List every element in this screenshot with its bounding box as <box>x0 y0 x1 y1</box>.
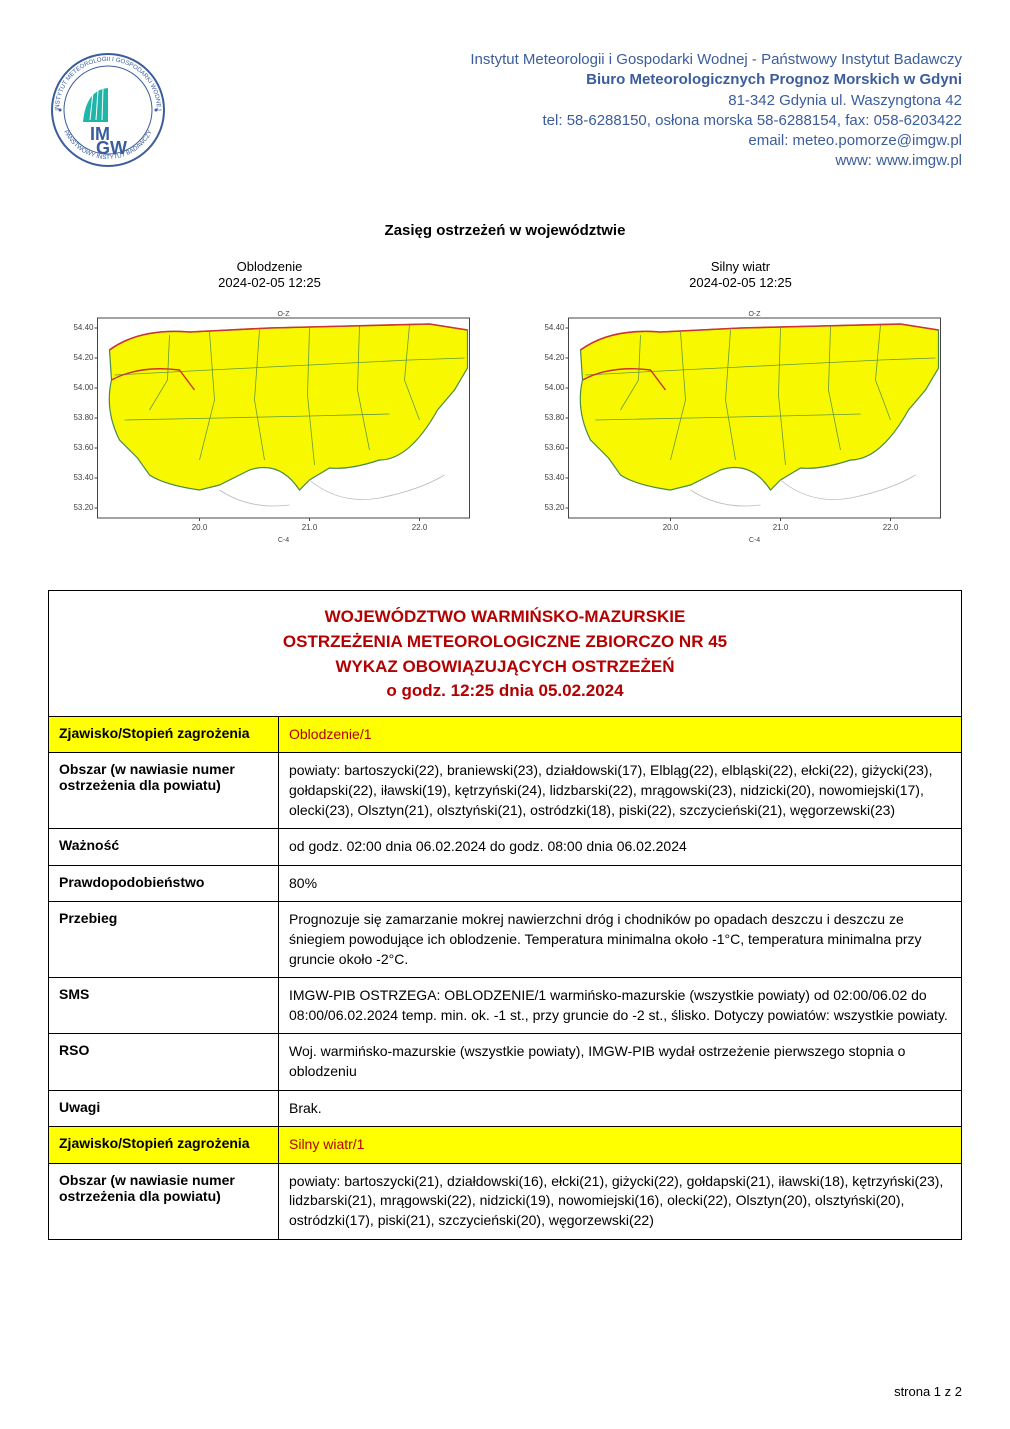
svg-text:22.0: 22.0 <box>883 523 899 532</box>
svg-text:O-Z: O-Z <box>748 311 761 318</box>
warn-title-3: WYKAZ OBOWIĄZUJĄCYCH OSTRZEŻEŃ <box>57 655 953 680</box>
cell-value: Oblodzenie/1 <box>279 717 961 753</box>
cell-label: Zjawisko/Stopień zagrożenia <box>49 717 279 753</box>
warning-title: WOJEWÓDZTWO WARMIŃSKO-MAZURSKIE OSTRZEŻE… <box>49 591 961 717</box>
svg-text:54.00: 54.00 <box>544 383 565 392</box>
row-rso: RSO Woj. warmińsko-mazurskie (wszystkie … <box>49 1034 961 1090</box>
svg-text:O-Z: O-Z <box>277 311 290 318</box>
svg-text:22.0: 22.0 <box>412 523 428 532</box>
header-line5: email: meteo.pomorze@imgw.pl <box>470 131 962 151</box>
row-zjawisko-1: Zjawisko/Stopień zagrożenia Oblodzenie/1 <box>49 717 961 754</box>
map-left-time: 2024-02-05 12:25 <box>48 275 491 292</box>
maps-row: Oblodzenie 2024-02-05 12:25 54.40 54.20 … <box>48 259 962 551</box>
row-waznosc: Ważność od godz. 02:00 dnia 06.02.2024 d… <box>49 829 961 866</box>
svg-text:53.40: 53.40 <box>544 473 565 482</box>
svg-text:C-4: C-4 <box>749 537 760 544</box>
svg-text:53.20: 53.20 <box>544 503 565 512</box>
svg-text:54.20: 54.20 <box>544 353 565 362</box>
cell-label: Przebieg <box>49 902 279 977</box>
svg-text:54.40: 54.40 <box>544 323 565 332</box>
svg-text:21.0: 21.0 <box>302 523 318 532</box>
map-left: Oblodzenie 2024-02-05 12:25 54.40 54.20 … <box>48 259 491 551</box>
map-right-chart: 54.40 54.20 54.00 53.80 53.60 53.40 53.2… <box>519 310 962 550</box>
row-obszar-2: Obszar (w nawiasie numer ostrzeżenia dla… <box>49 1164 961 1239</box>
cell-value: Silny wiatr/1 <box>279 1127 961 1163</box>
warn-title-1: WOJEWÓDZTWO WARMIŃSKO-MAZURSKIE <box>57 605 953 630</box>
document-header: INSTYTUT METEOROLOGII I GOSPODARKI WODNE… <box>48 50 962 172</box>
svg-text:53.60: 53.60 <box>544 443 565 452</box>
header-line2: Biuro Meteorologicznych Prognoz Morskich… <box>470 70 962 90</box>
svg-text:20.0: 20.0 <box>192 523 208 532</box>
warn-title-2: OSTRZEŻENIA METEOROLOGICZNE ZBIORCZO NR … <box>57 630 953 655</box>
map-left-caption: Oblodzenie 2024-02-05 12:25 <box>48 259 491 293</box>
map-right: Silny wiatr 2024-02-05 12:25 54.40 54.20… <box>519 259 962 551</box>
header-line1: Instytut Meteorologii i Gospodarki Wodne… <box>470 50 962 70</box>
map-right-caption: Silny wiatr 2024-02-05 12:25 <box>519 259 962 293</box>
svg-text:C-4: C-4 <box>278 537 289 544</box>
cell-label: Zjawisko/Stopień zagrożenia <box>49 1127 279 1163</box>
map-right-time: 2024-02-05 12:25 <box>519 275 962 292</box>
svg-text:53.60: 53.60 <box>73 443 94 452</box>
row-obszar-1: Obszar (w nawiasie numer ostrzeżenia dla… <box>49 753 961 829</box>
cell-value: Brak. <box>279 1091 961 1127</box>
imgw-logo: INSTYTUT METEOROLOGII I GOSPODARKI WODNE… <box>48 50 168 170</box>
svg-text:53.80: 53.80 <box>544 413 565 422</box>
svg-text:54.40: 54.40 <box>73 323 94 332</box>
header-line3: 81-342 Gdynia ul. Waszyngtona 42 <box>470 91 962 111</box>
svg-text:53.80: 53.80 <box>73 413 94 422</box>
svg-text:GW: GW <box>96 138 127 158</box>
row-zjawisko-2: Zjawisko/Stopień zagrożenia Silny wiatr/… <box>49 1127 961 1164</box>
cell-label: Uwagi <box>49 1091 279 1127</box>
warning-table: WOJEWÓDZTWO WARMIŃSKO-MAZURSKIE OSTRZEŻE… <box>48 590 962 1239</box>
cell-label: Obszar (w nawiasie numer ostrzeżenia dla… <box>49 753 279 828</box>
row-prawdopodobienstwo: Prawdopodobieństwo 80% <box>49 866 961 903</box>
warn-title-4: o godz. 12:25 dnia 05.02.2024 <box>57 679 953 704</box>
cell-label: Prawdopodobieństwo <box>49 866 279 902</box>
cell-value: powiaty: bartoszycki(22), braniewski(23)… <box>279 753 961 828</box>
map-svg-left: 54.40 54.20 54.00 53.80 53.60 53.40 53.2… <box>48 310 491 550</box>
cell-label: RSO <box>49 1034 279 1089</box>
svg-text:20.0: 20.0 <box>663 523 679 532</box>
map-right-title: Silny wiatr <box>519 259 962 276</box>
map-left-chart: 54.40 54.20 54.00 53.80 53.60 53.40 53.2… <box>48 310 491 550</box>
header-address: Instytut Meteorologii i Gospodarki Wodne… <box>470 50 962 172</box>
cell-label: Ważność <box>49 829 279 865</box>
row-przebieg: Przebieg Prognozuje się zamarzanie mokre… <box>49 902 961 978</box>
svg-text:53.20: 53.20 <box>73 503 94 512</box>
map-left-title: Oblodzenie <box>48 259 491 276</box>
row-sms: SMS IMGW-PIB OSTRZEGA: OBLODZENIE/1 warm… <box>49 978 961 1034</box>
cell-value: IMGW-PIB OSTRZEGA: OBLODZENIE/1 warmińsk… <box>279 978 961 1033</box>
map-svg-right: 54.40 54.20 54.00 53.80 53.60 53.40 53.2… <box>519 310 962 550</box>
svg-text:21.0: 21.0 <box>773 523 789 532</box>
cell-label: SMS <box>49 978 279 1033</box>
svg-text:54.20: 54.20 <box>73 353 94 362</box>
svg-text:54.00: 54.00 <box>73 383 94 392</box>
cell-value: Prognozuje się zamarzanie mokrej nawierz… <box>279 902 961 977</box>
cell-value: od godz. 02:00 dnia 06.02.2024 do godz. … <box>279 829 961 865</box>
cell-value: powiaty: bartoszycki(21), działdowski(16… <box>279 1164 961 1239</box>
page-footer: strona 1 z 2 <box>894 1384 962 1399</box>
svg-text:53.40: 53.40 <box>73 473 94 482</box>
row-uwagi: Uwagi Brak. <box>49 1091 961 1128</box>
cell-label: Obszar (w nawiasie numer ostrzeżenia dla… <box>49 1164 279 1239</box>
cell-value: Woj. warmińsko-mazurskie (wszystkie powi… <box>279 1034 961 1089</box>
header-line6: www: www.imgw.pl <box>470 151 962 171</box>
header-line4: tel: 58-6288150, osłona morska 58-628815… <box>470 111 962 131</box>
section-title: Zasięg ostrzeżeń w województwie <box>48 222 962 239</box>
cell-value: 80% <box>279 866 961 902</box>
